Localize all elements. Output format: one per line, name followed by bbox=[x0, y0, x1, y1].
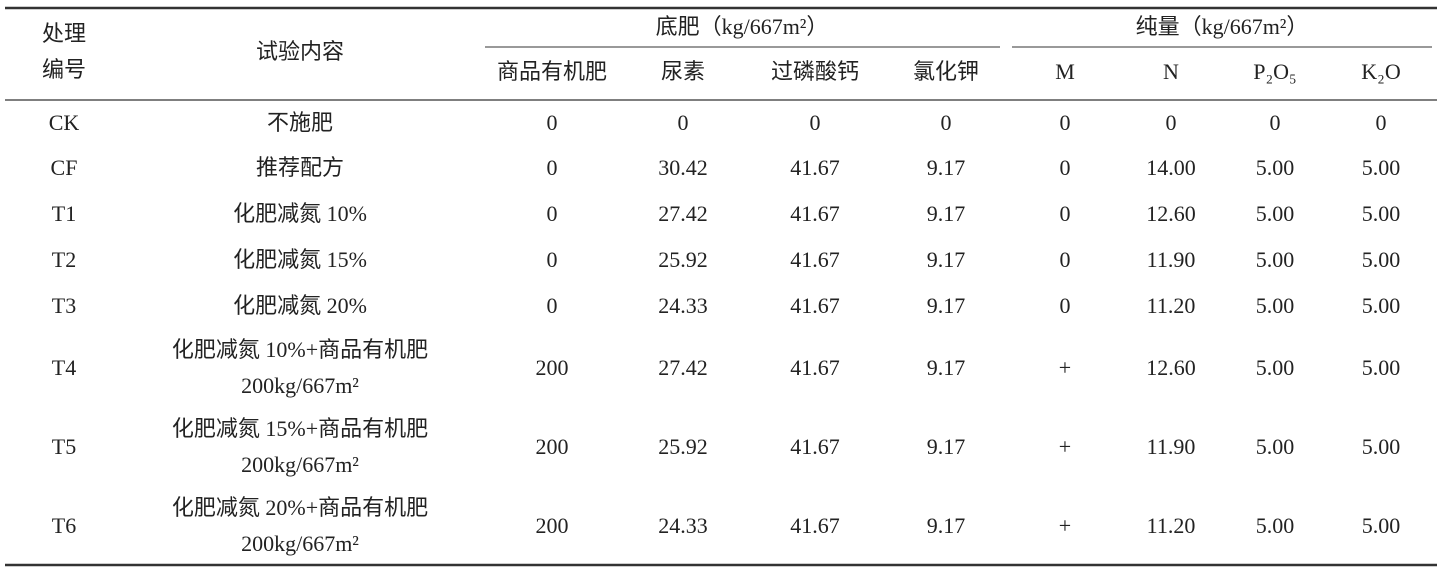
row-id: T2 bbox=[52, 247, 76, 272]
row-content: 200kg/667m² bbox=[241, 373, 359, 398]
row-content: 200kg/667m² bbox=[241, 531, 359, 556]
row-content: 化肥减氮 10%+商品有机肥 bbox=[172, 337, 428, 362]
cell: 5.00 bbox=[1256, 293, 1295, 318]
cell: 0 bbox=[547, 247, 558, 272]
column-header: 尿素 bbox=[661, 59, 705, 84]
row-content: 化肥减氮 20%+商品有机肥 bbox=[172, 495, 428, 520]
cell: 0 bbox=[1060, 247, 1071, 272]
cell: 25.92 bbox=[658, 247, 708, 272]
cell: 200 bbox=[536, 355, 569, 380]
cell: 0 bbox=[678, 110, 689, 135]
cell: 41.67 bbox=[790, 434, 840, 459]
cell: 11.20 bbox=[1147, 293, 1196, 318]
cell: 0 bbox=[1166, 110, 1177, 135]
cell: 0 bbox=[547, 155, 558, 180]
cell: 41.67 bbox=[790, 355, 840, 380]
row-id: T5 bbox=[52, 434, 76, 459]
cell: + bbox=[1059, 513, 1071, 538]
row-content: 化肥减氮 10% bbox=[233, 201, 367, 226]
row-content: 化肥减氮 15%+商品有机肥 bbox=[172, 416, 428, 441]
cell: 41.67 bbox=[790, 513, 840, 538]
cell: 5.00 bbox=[1362, 513, 1401, 538]
cell: 9.17 bbox=[927, 513, 966, 538]
cell: 41.67 bbox=[790, 293, 840, 318]
cell: 200 bbox=[536, 513, 569, 538]
cell: 11.90 bbox=[1147, 247, 1196, 272]
cell: 12.60 bbox=[1146, 355, 1196, 380]
cell: 5.00 bbox=[1256, 155, 1295, 180]
cell: 9.17 bbox=[927, 155, 966, 180]
cell: 9.17 bbox=[927, 293, 966, 318]
row-id: T3 bbox=[52, 293, 76, 318]
group-title: 纯量（kg/667m²） bbox=[1136, 14, 1309, 39]
column-header: N bbox=[1163, 59, 1179, 84]
row-content: 200kg/667m² bbox=[241, 452, 359, 477]
cell: 5.00 bbox=[1362, 201, 1401, 226]
cell: 27.42 bbox=[658, 355, 708, 380]
cell: 30.42 bbox=[658, 155, 708, 180]
cell: 14.00 bbox=[1146, 155, 1196, 180]
row-id: CK bbox=[49, 110, 80, 135]
row-content: 化肥减氮 15% bbox=[233, 247, 367, 272]
cell: 41.67 bbox=[790, 247, 840, 272]
cell: 24.33 bbox=[658, 513, 708, 538]
cell: 5.00 bbox=[1362, 247, 1401, 272]
row-id: T4 bbox=[52, 355, 76, 380]
row-id: T6 bbox=[52, 513, 76, 538]
cell: + bbox=[1059, 434, 1071, 459]
cell: 0 bbox=[1060, 110, 1071, 135]
cell: 0 bbox=[941, 110, 952, 135]
cell: 0 bbox=[810, 110, 821, 135]
cell: 5.00 bbox=[1256, 434, 1295, 459]
cell: 5.00 bbox=[1362, 355, 1401, 380]
cell: + bbox=[1059, 355, 1071, 380]
cell: 5.00 bbox=[1256, 355, 1295, 380]
cell: 11.20 bbox=[1147, 513, 1196, 538]
row-id: CF bbox=[51, 155, 78, 180]
cell: 5.00 bbox=[1256, 201, 1295, 226]
cell: 5.00 bbox=[1362, 155, 1401, 180]
header-id: 处理 bbox=[42, 21, 86, 46]
cell: 25.92 bbox=[658, 434, 708, 459]
cell: 0 bbox=[1060, 155, 1071, 180]
cell: 27.42 bbox=[658, 201, 708, 226]
cell: 24.33 bbox=[658, 293, 708, 318]
cell: 9.17 bbox=[927, 355, 966, 380]
cell: 9.17 bbox=[927, 434, 966, 459]
cell: 0 bbox=[1270, 110, 1281, 135]
cell: 0 bbox=[1376, 110, 1387, 135]
column-header: K₂O bbox=[1361, 59, 1400, 84]
header-id: 编号 bbox=[42, 57, 86, 82]
column-header: 商品有机肥 bbox=[497, 59, 607, 84]
cell: 9.17 bbox=[927, 247, 966, 272]
cell: 0 bbox=[547, 293, 558, 318]
row-content: 不施肥 bbox=[267, 110, 333, 135]
cell: 5.00 bbox=[1362, 293, 1401, 318]
header-content: 试验内容 bbox=[256, 39, 344, 64]
row-content: 推荐配方 bbox=[256, 155, 344, 180]
cell: 41.67 bbox=[790, 201, 840, 226]
cell: 0 bbox=[1060, 201, 1071, 226]
row-content: 化肥减氮 20% bbox=[233, 293, 367, 318]
column-header: 氯化钾 bbox=[913, 59, 979, 84]
row-id: T1 bbox=[52, 201, 76, 226]
cell: 5.00 bbox=[1362, 434, 1401, 459]
cell: 5.00 bbox=[1256, 247, 1295, 272]
cell: 9.17 bbox=[927, 201, 966, 226]
cell: 5.00 bbox=[1256, 513, 1295, 538]
column-header: P₂O₅ bbox=[1253, 59, 1296, 84]
cell: 0 bbox=[1060, 293, 1071, 318]
column-header: 过磷酸钙 bbox=[771, 59, 859, 84]
column-header: M bbox=[1055, 59, 1075, 84]
cell: 200 bbox=[536, 434, 569, 459]
cell: 0 bbox=[547, 110, 558, 135]
cell: 11.90 bbox=[1147, 434, 1196, 459]
group-title: 底肥（kg/667m²） bbox=[656, 14, 829, 39]
cell: 0 bbox=[547, 201, 558, 226]
cell: 12.60 bbox=[1146, 201, 1196, 226]
cell: 41.67 bbox=[790, 155, 840, 180]
